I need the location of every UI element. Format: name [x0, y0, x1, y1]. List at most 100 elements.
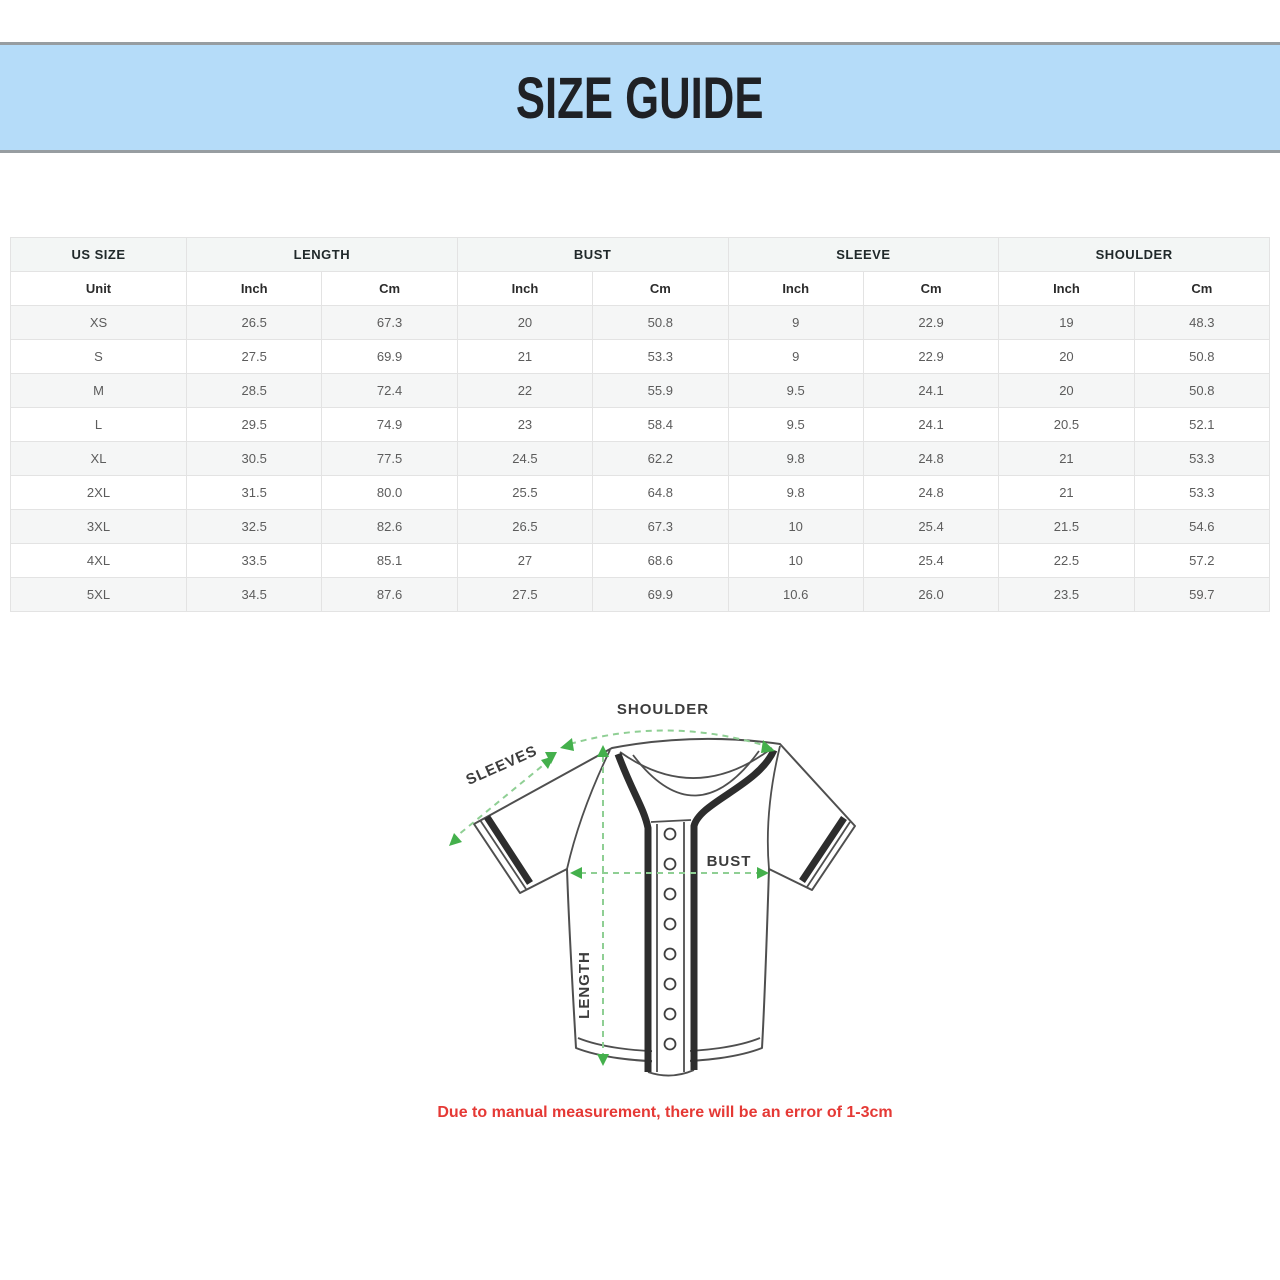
unit-header-cell: Cm [592, 271, 729, 306]
measurement-cell: 72.4 [321, 373, 458, 408]
sleeves-label: SLEEVES [464, 742, 541, 789]
unit-header-cell: Cm [862, 271, 1000, 306]
measurement-cell: 30.5 [185, 441, 323, 476]
measurement-cell: 25.4 [862, 543, 1000, 578]
measurement-cell: 20 [456, 305, 594, 340]
measurement-cell: 80.0 [321, 475, 458, 510]
measurement-cell: 22 [456, 373, 594, 408]
measurement-cell: 21 [998, 441, 1135, 476]
measurement-cell: 23 [456, 407, 594, 442]
shoulder-label: SHOULDER [617, 701, 709, 718]
measurement-cell: 10 [727, 509, 864, 544]
size-guide-banner: SIZE GUIDE [0, 42, 1280, 153]
measurement-note: Due to manual measurement, there will be… [437, 1104, 893, 1121]
size-label-cell: XL [10, 441, 187, 476]
size-label-cell: M [10, 373, 187, 408]
measurement-cell: 62.2 [592, 441, 729, 476]
measurement-cell: 68.6 [592, 543, 729, 578]
jersey-buttons [663, 827, 677, 1051]
column-group-header: SHOULDER [998, 237, 1270, 272]
measurement-cell: 27.5 [185, 339, 323, 374]
measurement-cell: 50.8 [1133, 373, 1271, 408]
table-row: 2XL 31.5 80.0 25.5 64.8 9.8 24.8 21 53.3 [10, 475, 1271, 510]
measurement-cell: 21.5 [998, 509, 1135, 544]
measurement-cell: 9.5 [727, 407, 864, 442]
jersey-diagram: SHOULDER SLEEVES BUST LENGTH [449, 701, 856, 1077]
unit-header-cell: Cm [1133, 271, 1271, 306]
measurement-cell: 25.5 [456, 475, 594, 510]
measurement-cell: 69.9 [592, 577, 729, 612]
measurement-cell: 19 [998, 305, 1135, 340]
measurement-cell: 22.9 [862, 305, 1000, 340]
size-table-container: US SIZE LENGTH BUST SLEEVE SHOULDER Unit Inch… [10, 237, 1271, 612]
measurement-cell: 50.8 [1133, 339, 1271, 374]
length-label: LENGTH [576, 951, 593, 1019]
measurement-cell: 48.3 [1133, 305, 1271, 340]
unit-header-cell: Inch [727, 271, 864, 306]
measurement-cell: 32.5 [185, 509, 323, 544]
size-label-cell: S [10, 339, 187, 374]
page-title: SIZE GUIDE [516, 64, 764, 131]
measurement-cell: 87.6 [321, 577, 458, 612]
measurement-cell: 27.5 [456, 577, 594, 612]
column-group-header: US SIZE [10, 237, 187, 272]
measurement-cell: 22.5 [998, 543, 1135, 578]
measurement-cell: 24.8 [862, 475, 1000, 510]
measurement-cell: 58.4 [592, 407, 729, 442]
measurement-cell: 52.1 [1133, 407, 1271, 442]
measurement-cell: 24.1 [862, 407, 1000, 442]
measurement-cell: 34.5 [185, 577, 323, 612]
table-row: 3XL 32.5 82.6 26.5 67.3 10 25.4 21.5 54.6 [10, 509, 1271, 544]
measurement-cell: 20 [998, 373, 1135, 408]
size-table-body: XS 26.5 67.3 20 50.8 9 22.9 19 48.3 S 27.5 69.9 21 53… [10, 305, 1271, 612]
measurement-cell: 74.9 [321, 407, 458, 442]
measurement-cell: 77.5 [321, 441, 458, 476]
measurement-cell: 53.3 [1133, 441, 1271, 476]
table-row: 4XL 33.5 85.1 27 68.6 10 25.4 22.5 57.2 [10, 543, 1271, 578]
size-label-cell: 2XL [10, 475, 187, 510]
size-label-cell: XS [10, 305, 187, 340]
table-unit-row: Unit Inch Cm Inch Cm Inch Cm Inch Cm [10, 271, 1271, 306]
size-label-cell: 5XL [10, 577, 187, 612]
measurement-cell: 85.1 [321, 543, 458, 578]
measurement-cell: 9 [727, 339, 864, 374]
size-label-cell: 3XL [10, 509, 187, 544]
measurement-cell: 26.0 [862, 577, 1000, 612]
measurement-cell: 64.8 [592, 475, 729, 510]
measurement-cell: 53.3 [1133, 475, 1271, 510]
measurement-cell: 53.3 [592, 339, 729, 374]
bust-label: BUST [707, 853, 752, 870]
table-row: M 28.5 72.4 22 55.9 9.5 24.1 20 50.8 [10, 373, 1271, 408]
measurement-cell: 59.7 [1133, 577, 1271, 612]
unit-header-cell: Inch [185, 271, 323, 306]
measurement-cell: 28.5 [185, 373, 323, 408]
measurement-cell: 23.5 [998, 577, 1135, 612]
measurement-cell: 20 [998, 339, 1135, 374]
measurement-cell: 24.1 [862, 373, 1000, 408]
measurement-cell: 54.6 [1133, 509, 1271, 544]
measurement-cell: 57.2 [1133, 543, 1271, 578]
unit-header-cell: Inch [456, 271, 594, 306]
measurement-cell: 9 [727, 305, 864, 340]
column-group-header: BUST [456, 237, 729, 272]
measurement-cell: 33.5 [185, 543, 323, 578]
size-label-cell: L [10, 407, 187, 442]
table-row: XS 26.5 67.3 20 50.8 9 22.9 19 48.3 [10, 305, 1271, 340]
measurement-cell: 9.5 [727, 373, 864, 408]
size-table: US SIZE LENGTH BUST SLEEVE SHOULDER Unit Inch… [10, 237, 1271, 612]
measurement-cell: 24.8 [862, 441, 1000, 476]
measurement-cell: 26.5 [185, 305, 323, 340]
measurement-cell: 26.5 [456, 509, 594, 544]
unit-header-cell: Cm [321, 271, 458, 306]
measurement-cell: 25.4 [862, 509, 1000, 544]
measurement-cell: 24.5 [456, 441, 594, 476]
measurement-cell: 20.5 [998, 407, 1135, 442]
unit-header-cell: Inch [998, 271, 1135, 306]
table-row: S 27.5 69.9 21 53.3 9 22.9 20 50.8 [10, 339, 1271, 374]
unit-header-cell: Unit [10, 271, 187, 306]
measurement-cell: 67.3 [321, 305, 458, 340]
measurement-cell: 22.9 [862, 339, 1000, 374]
column-group-header: LENGTH [186, 237, 458, 272]
table-row: 5XL 34.5 87.6 27.5 69.9 10.6 26.0 23.5 59.7 [10, 577, 1271, 612]
measurement-cell: 9.8 [727, 441, 864, 476]
